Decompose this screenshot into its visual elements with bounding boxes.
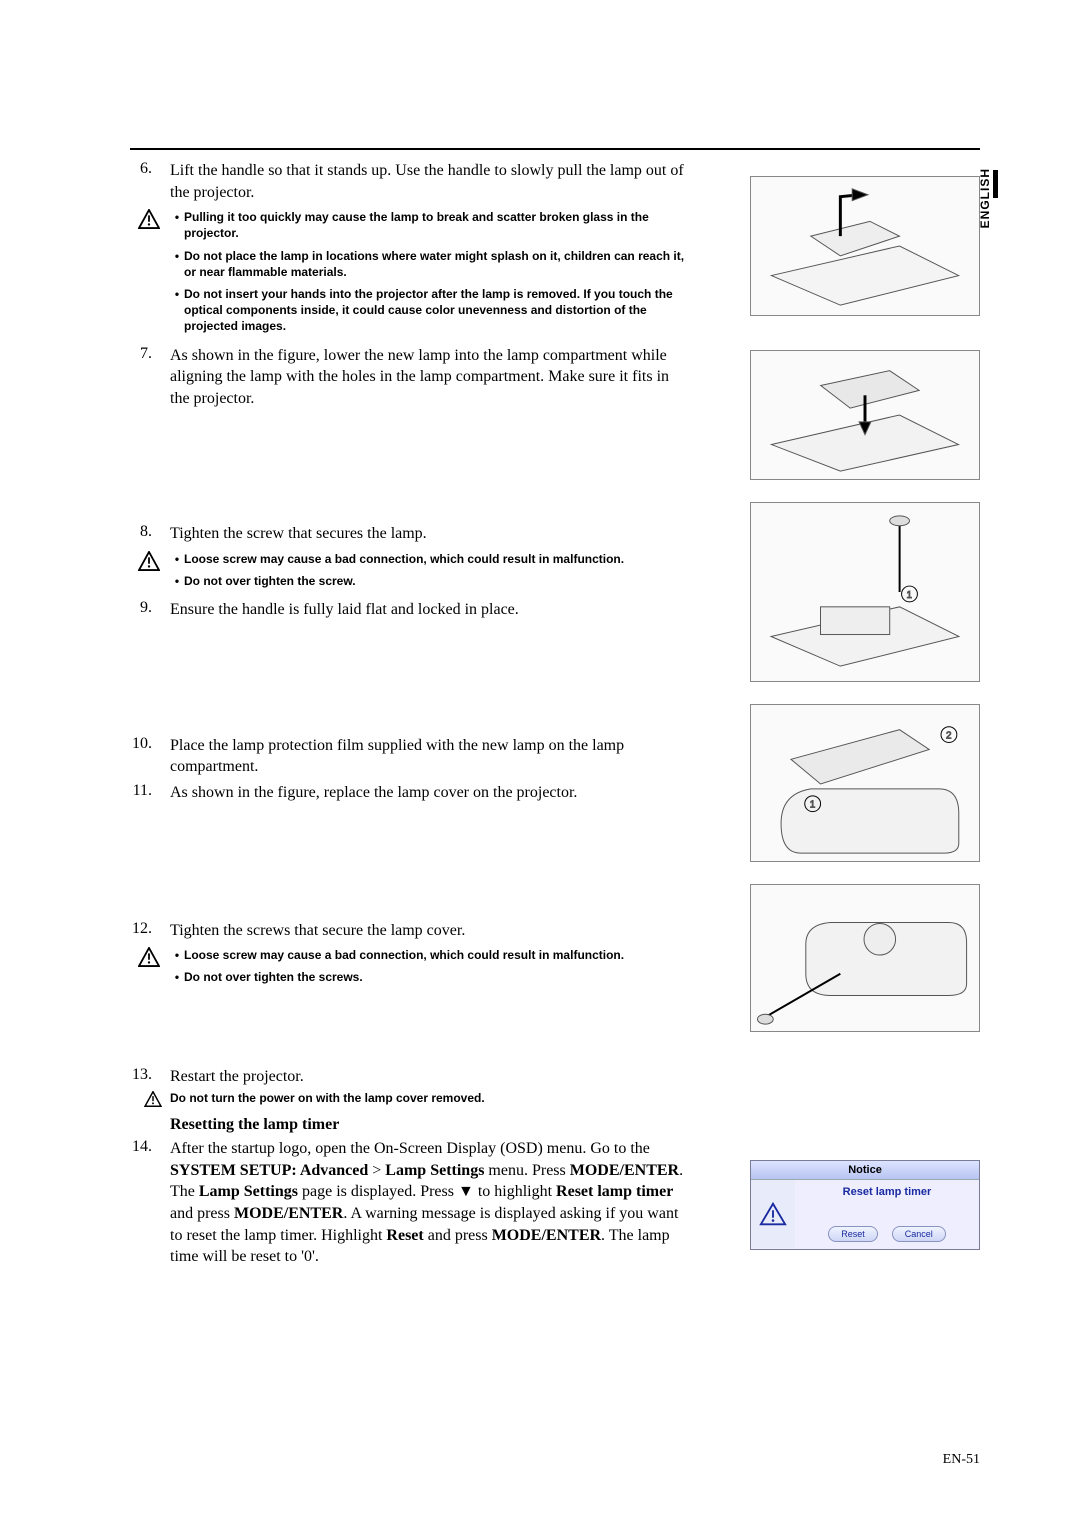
notice-dialog: Notice Reset lamp timer Reset Cancel [750,1160,980,1250]
notice-message: Reset lamp timer [803,1186,971,1198]
step-number: 11. [130,782,170,804]
figure-step10-11: 2 1 [750,704,980,862]
language-bar [993,170,998,198]
content-column: 6. Lift the handle so that it stands up.… [130,160,690,1268]
step-13: 13. Restart the projector. [130,1066,690,1088]
step-number: 7. [130,345,170,410]
subheading: Resetting the lamp timer [170,1116,690,1134]
step-11: 11. As shown in the figure, replace the … [130,782,690,804]
step-number: 12. [130,920,170,942]
warning-block-6: •Pulling it too quickly may cause the la… [130,209,690,340]
warning-text: Loose screw may cause a bad connection, … [184,551,624,567]
figure-step12 [750,884,980,1032]
step-number: 10. [130,735,170,778]
language-label: ENGLISH [978,168,992,228]
figure-step7 [750,350,980,480]
warning-text: Pulling it too quickly may cause the lam… [184,209,690,241]
top-rule [130,148,980,150]
step-number: 8. [130,523,170,545]
step-7: 7. As shown in the figure, lower the new… [130,345,690,410]
step-text: Lift the handle so that it stands up. Us… [170,160,690,203]
warning-icon [751,1180,795,1248]
step-text: Restart the projector. [170,1066,304,1088]
warning-text: Do not place the lamp in locations where… [184,248,690,280]
caution-icon [130,947,170,972]
warning-block-8: •Loose screw may cause a bad connection,… [130,551,690,595]
warning-inline-13: Do not turn the power on with the lamp c… [130,1091,690,1112]
caution-icon [130,551,170,576]
figure-step6 [750,176,980,316]
step-text: Tighten the screw that secures the lamp. [170,523,427,545]
warning-text: Do not over tighten the screw. [184,573,356,589]
step-text: Ensure the handle is fully laid flat and… [170,599,519,621]
caution-icon [130,1091,170,1112]
step-9: 9. Ensure the handle is fully laid flat … [130,599,690,621]
step-8: 8. Tighten the screw that secures the la… [130,523,690,545]
notice-title: Notice [751,1161,979,1180]
svg-text:1: 1 [907,590,913,601]
step-text: After the startup logo, open the On-Scre… [170,1138,690,1268]
step-text: Place the lamp protection film supplied … [170,735,690,778]
step-text: As shown in the figure, replace the lamp… [170,782,577,804]
step-text: Tighten the screws that secure the lamp … [170,920,465,942]
step-14: 14. After the startup logo, open the On-… [130,1138,690,1268]
warning-text: Loose screw may cause a bad connection, … [184,947,624,963]
svg-text:1: 1 [810,800,815,811]
svg-text:2: 2 [946,731,951,742]
step-number: 13. [130,1066,170,1088]
step-6: 6. Lift the handle so that it stands up.… [130,160,690,203]
page-number: EN-51 [943,1452,980,1468]
step-12: 12. Tighten the screws that secure the l… [130,920,690,942]
step-10: 10. Place the lamp protection film suppl… [130,735,690,778]
reset-button[interactable]: Reset [828,1226,878,1242]
cancel-button[interactable]: Cancel [892,1226,946,1242]
figure-step8-9: 1 [750,502,980,682]
warning-text: Do not insert your hands into the projec… [184,286,690,335]
warning-block-12: •Loose screw may cause a bad connection,… [130,947,690,991]
warning-text: Do not turn the power on with the lamp c… [170,1091,485,1105]
step-number: 6. [130,160,170,203]
warning-text: Do not over tighten the screws. [184,969,363,985]
step-number: 14. [130,1138,170,1268]
step-number: 9. [130,599,170,621]
caution-icon [130,209,170,234]
step-text: As shown in the figure, lower the new la… [170,345,690,410]
